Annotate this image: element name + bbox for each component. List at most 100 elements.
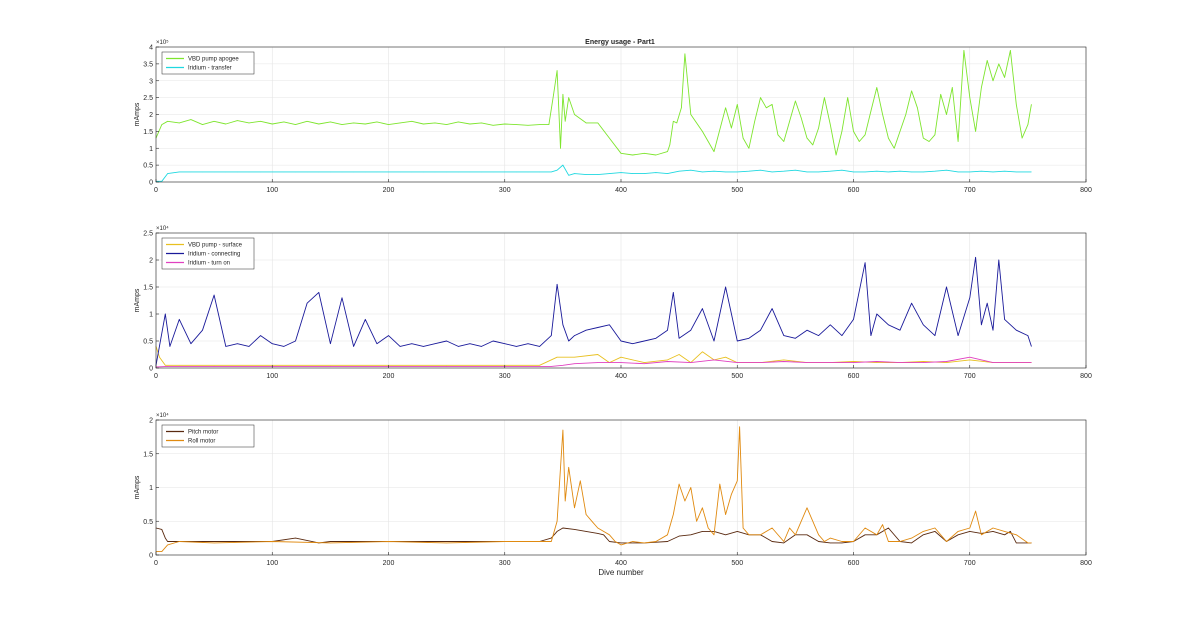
panel-2-series-2-point [318,292,320,293]
panel-1-series-2-point [841,169,843,171]
panel-1-series-1-point [824,97,825,98]
panel-2-legend-label-2: Iridium - connecting [188,252,240,258]
panel-2-series-1-point [946,362,947,363]
panel-1-series-1-point [681,107,682,109]
panel-2-series-2-point [295,340,296,342]
panel-3-series-1-point [678,535,680,537]
panel-1-series-1-point [1010,50,1011,51]
panel-1-series-2-point [992,171,994,173]
panel-1-series-1-point [899,131,901,132]
panel-2-series-2-point [673,292,674,293]
panel-1-legend-box [161,51,255,75]
panel-1-xtick-label-3: 300 [499,187,511,194]
panel-2-series-1-point [330,365,331,366]
panel-1-series-1-point [225,123,227,125]
panel-1-ytick-label-4: 2 [149,112,153,119]
panel-2-series-2-point [527,343,529,345]
panel-2-series-1-point [446,365,447,366]
panel-2-series-3-point [922,362,924,363]
panel-1-series-2-point [1031,171,1032,173]
panel-1-series-2-point [446,171,447,173]
panel-3-series-1-point [667,541,668,542]
panel-3-series-1-point [934,531,936,532]
panel-3-xtick-label-8: 800 [1080,560,1092,567]
panel-1-series-1-point [754,120,755,122]
panel-1-series-1-point [917,107,918,109]
panel-1-series-1-point [690,114,692,115]
panel-2-series-1-point [213,365,215,366]
panel-2-series-2-point [457,346,459,347]
panel-2-series-2-point [841,335,843,336]
panel-3-legend-label-1: Pitch motor [188,430,218,436]
panel-2-series-3-point [1031,362,1032,363]
panel-1-series-1-point [423,123,424,125]
panel-3-series-1-point [911,542,912,544]
panel-1-series-1-point [998,63,1000,65]
panel-2-series-2-point [388,335,389,336]
panel-2-series-3-point [1015,362,1017,363]
panel-3-series-2-point [603,531,604,532]
panel-3-series-2-point [922,531,924,532]
panel-1-xtick-label-2: 200 [383,187,395,194]
panel-2-series-1-point [876,362,878,363]
panel-2-series-2-point [876,313,878,315]
panel-3-series-1-point [1010,531,1011,532]
panel-2-series-2-point [213,294,215,296]
panel-1-series-1-point [434,122,436,124]
panel-1-series-1-point [1027,124,1029,125]
panel-1-series-2-point [353,171,354,173]
panel-1-series-2-point [597,174,599,175]
panel-3-series-1-point [1004,534,1005,536]
panel-2-series-2-point [399,346,401,347]
panel-1-series-1-point [190,119,192,120]
panel-3-series-2-point [771,527,773,529]
panel-1-series-1-point [295,124,296,125]
panel-1-series-2-point [911,171,912,173]
panel-3-series-1-point [609,541,610,542]
panel-1-series-1-point [667,151,668,152]
panel-1-ticks: 0 100 200 300 400 500 600 700 800 0 0.5 1 1.5 2 2.5 3 3.… [143,45,1092,195]
panel-2-series-2-point [516,346,517,347]
panel-3-series-2-point [643,542,645,544]
panel-2-series-1-point [853,361,854,362]
panel-1-series-1-point [934,134,936,136]
panel-1-series-2-point [609,173,610,174]
panel-3-series-2-point [795,534,796,536]
panel-2-series-2-point [469,343,471,345]
panel-3-series-2-point [969,527,971,529]
panel-1-series-1-point [597,122,599,124]
panel-2-series-2-point [609,324,610,326]
panel-1-series-1-point [1031,104,1032,105]
panel-3-ylabel: mAmps [134,475,141,499]
panel-1-series-2-point [829,170,831,172]
panel-1-series-2-point [306,171,308,173]
panel-1-series-1-point [548,124,550,125]
panel-3-series-2-point [620,544,622,546]
panel-2-series-2-point [562,324,564,326]
panel-3-series-2-point [975,510,976,512]
panel-1-series-1-point [481,122,482,124]
panel-2-series-2-point [225,346,227,347]
panel-2-series-2-point [248,346,250,347]
panel-1-series-1-point [702,131,703,132]
panel-1-series-1-point [812,144,814,146]
panel-1-series-2-point [771,171,773,173]
panel-1-series-2-point [260,171,261,173]
panel-1-series-2-point [946,169,947,171]
panel-3-series-2-point [504,541,506,542]
panel-1-series-2-point [504,171,506,173]
panel-3-series-2-point [824,541,825,542]
panel-1-series-2-point [1015,171,1017,173]
panel-2-series-2-point [632,343,633,345]
panel-2-series-2-point [1004,319,1005,320]
panel-1-series-1-point [905,114,907,115]
panel-2-series-2-point [169,346,171,347]
panel-2-series-1-point [165,365,166,366]
panel-3-series-2-point [562,429,564,431]
panel-3-series-2-point [178,541,180,542]
panel-1-series-1-point [167,120,168,122]
panel-2-series-1-point [643,362,645,363]
panel-3-series-1-point [165,537,166,539]
panel-1-series-2-point [423,171,424,173]
panel-2-series-2-point [795,338,796,339]
